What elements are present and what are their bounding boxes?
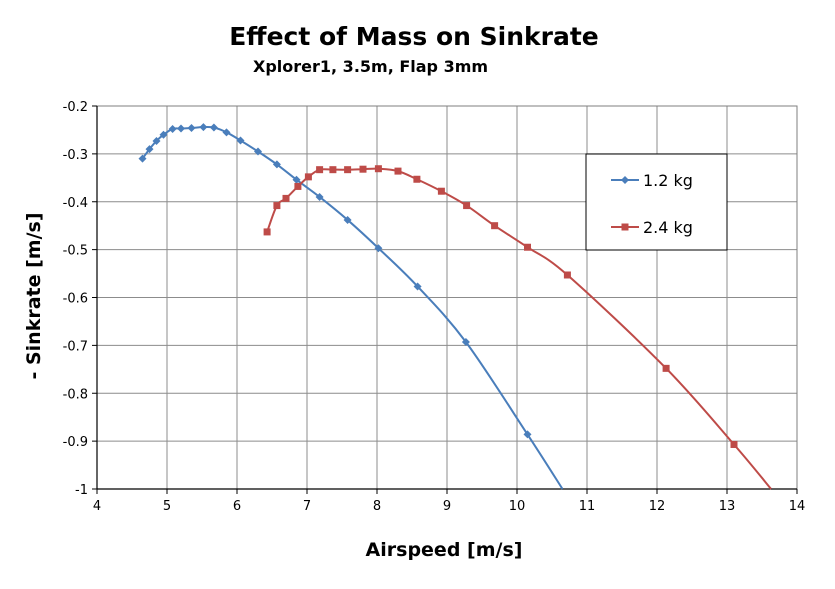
data-point <box>461 338 470 347</box>
x-tick-label: 4 <box>93 499 101 514</box>
chart-title: Effect of Mass on Sinkrate <box>229 22 599 51</box>
data-point <box>329 166 337 174</box>
x-tick-label: 6 <box>233 499 241 514</box>
y-tick-label: -0.6 <box>63 292 88 307</box>
data-point <box>437 187 445 195</box>
legend-box <box>585 153 728 251</box>
data-point <box>491 222 499 230</box>
legend-entry-1: 1.2 kg <box>611 171 693 190</box>
x-tick-label: 10 <box>509 499 526 514</box>
data-point <box>199 123 208 132</box>
data-point <box>159 130 168 139</box>
data-point <box>282 194 290 202</box>
series-line <box>141 125 564 490</box>
data-point <box>263 228 271 236</box>
y-tick-label: -0.3 <box>63 148 88 163</box>
series-1 <box>138 123 564 490</box>
data-point <box>344 166 352 174</box>
y-tick-label: -0.7 <box>63 339 88 354</box>
series-2 <box>263 165 772 490</box>
legend-label-2: 2.4 kg <box>643 218 693 237</box>
axes <box>92 105 798 494</box>
data-point <box>254 147 262 156</box>
data-point <box>168 124 177 133</box>
data-point <box>316 166 324 174</box>
data-point <box>209 123 218 132</box>
data-point <box>343 215 352 224</box>
data-point <box>523 430 532 439</box>
data-point <box>524 243 531 251</box>
y-tick-labels: -0.2 -0.3 -0.4 -0.5 -0.6 -0.7 -0.8 -0.9 -1 <box>63 100 88 498</box>
data-point <box>359 165 367 173</box>
data-point <box>294 182 302 190</box>
data-point <box>374 165 382 173</box>
data-point <box>315 192 324 201</box>
data-point <box>394 167 402 175</box>
y-tick-label: -0.8 <box>63 387 88 402</box>
data-point <box>222 128 231 137</box>
legend: 1.2 kg 2.4 kg <box>585 153 728 251</box>
data-point <box>374 244 383 253</box>
data-point <box>292 175 301 184</box>
x-tick-labels: 4 5 6 7 8 9 10 11 12 13 14 <box>93 499 805 514</box>
data-point <box>563 271 571 279</box>
legend-entry-2: 2.4 kg <box>611 218 693 237</box>
x-tick-label: 8 <box>373 499 381 514</box>
x-tick-label: 7 <box>303 499 311 514</box>
data-point <box>145 145 154 154</box>
y-tick-label: -0.9 <box>63 435 88 450</box>
legend-marker-1 <box>621 176 629 184</box>
data-point <box>273 202 281 210</box>
data-point <box>413 282 422 291</box>
y-tick-label: -0.5 <box>63 244 88 259</box>
chart-subtitle: Xplorer1, 3.5m, Flap 3mm <box>253 57 488 76</box>
y-axis-label: - Sinkrate [m/s] <box>23 212 45 379</box>
x-tick-label: 13 <box>719 499 736 514</box>
data-point <box>187 124 196 133</box>
data-point <box>662 364 670 372</box>
y-tick-label: -0.2 <box>63 100 88 115</box>
data-point <box>304 173 312 181</box>
y-tick-label: -0.4 <box>63 196 88 211</box>
data-point <box>138 154 147 163</box>
x-axis-label: Airspeed [m/s] <box>366 539 523 561</box>
x-tick-label: 14 <box>789 499 806 514</box>
data-point <box>730 440 738 448</box>
x-tick-label: 11 <box>579 499 596 514</box>
data-point <box>463 202 471 210</box>
data-point <box>177 124 185 133</box>
x-tick-label: 9 <box>443 499 451 514</box>
legend-marker-2 <box>621 223 629 231</box>
gridlines <box>96 105 798 490</box>
data-point <box>152 136 161 145</box>
legend-label-1: 1.2 kg <box>643 171 693 190</box>
y-tick-label: -1 <box>75 483 88 498</box>
series <box>138 123 772 490</box>
data-point <box>413 175 421 183</box>
data-point <box>272 160 281 169</box>
x-tick-label: 12 <box>649 499 666 514</box>
data-point <box>236 136 245 145</box>
x-tick-label: 5 <box>163 499 171 514</box>
